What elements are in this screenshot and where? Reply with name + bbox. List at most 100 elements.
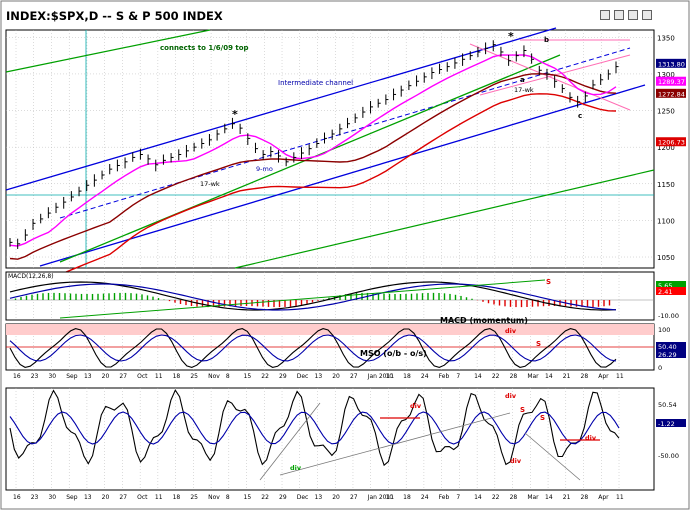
annotation-17wk-right: 17-wk [514,86,534,94]
top-connect-line [5,29,211,73]
x-tick-label: 20 [102,373,110,380]
x-tick-label: 23 [31,373,39,380]
green-trend-line [59,54,561,263]
osc-fast-line [9,389,620,467]
osc-div-line-2 [279,412,511,476]
annotation-div-label: div [510,457,522,465]
x-tick-label: 8 [226,373,230,380]
upper-channel-line [5,27,557,191]
price-label-text: 1289.37 [658,78,685,86]
price-ytick-label: 1250 [657,108,675,116]
x-tick-label-bottom: Oct [137,494,148,501]
x-tick-label-bottom: 11 [155,494,163,501]
x-tick-label-bottom: 18 [403,494,411,501]
x-tick-label: Jan 2011 [367,373,395,380]
osc-ytick-label: 50.54 [658,401,677,409]
mso-ytick-label: 0 [658,364,662,372]
restore-icon[interactable] [614,10,624,20]
ma-magenta-line [9,54,617,247]
x-tick-label-bottom: 27 [350,494,358,501]
x-tick-label-bottom: 21 [563,494,571,501]
price-label-box [656,88,686,98]
ma-17wk-line [9,73,617,260]
annotation-star-2: * [508,30,514,43]
annotation-label-c: c [578,112,582,120]
x-tick-label-bottom: 29 [279,494,287,501]
mso-overbought-band [6,324,654,335]
x-tick-label-bottom: 14 [545,494,553,501]
annotation-star-1: * [232,108,238,121]
price-ytick-label: 1200 [657,144,675,152]
x-tick-label-bottom: 18 [173,494,181,501]
x-tick-label: 16 [13,373,21,380]
x-tick-label: 18 [403,373,411,380]
window-title: INDEX:$SPX,D -- S & P 500 INDEX [6,9,223,23]
x-tick-label: Mar [527,373,539,380]
osc-frame [5,387,655,491]
x-tick-label-bottom: 20 [332,494,340,501]
osc-ytick-label: -1.22 [658,420,675,428]
x-tick-label: 21 [563,373,571,380]
x-tick-label-bottom: 14 [474,494,482,501]
annotation-s-label: S [536,340,541,348]
x-tick-label-bottom: 20 [102,494,110,501]
osc-div-line-1 [259,402,321,481]
x-tick-label-bottom: 15 [244,494,252,501]
annotation-div-label: div [290,464,302,472]
x-tick-label: 14 [474,373,482,380]
osc-slow-line [9,411,620,445]
annotation-channel: Intermediate channel [278,79,353,87]
macd-name-label: MACD(12,26,8) [8,273,54,280]
x-tick-label-bottom: Mar [527,494,539,501]
close-icon[interactable] [642,10,652,20]
x-tick-label: 28 [510,373,518,380]
annotation-s-label: S [540,414,545,422]
x-tick-label-bottom: Sep [66,494,78,501]
x-tick-label-bottom: 13 [84,494,92,501]
lower-channel-line [39,84,646,267]
x-tick-label-bottom: 11 [616,494,624,501]
macd-label-box [656,287,686,295]
maximize-icon[interactable] [628,10,638,20]
x-tick-label: Sep [66,373,78,380]
price-label-box [656,58,686,68]
x-tick-label-bottom: Dec [297,494,309,501]
x-tick-label: 13 [84,373,92,380]
minimize-icon[interactable] [600,10,610,20]
x-tick-label-bottom: 28 [581,494,589,501]
price-ytick-label: 1150 [657,181,675,189]
x-tick-label: 11 [616,373,624,380]
lower-green-line [234,169,655,269]
mso-label-box [656,350,686,358]
pink-fan-line-1 [469,43,631,111]
x-tick-label-bottom: 25 [190,494,198,501]
x-tick-label: 13 [315,373,323,380]
x-tick-label: 18 [173,373,181,380]
x-tick-label: 10 [385,373,393,380]
x-tick-label: 27 [119,373,127,380]
annotation-div-label: div [585,434,597,442]
x-tick-label: 20 [332,373,340,380]
mso-ytick-label: 50.40 [658,343,677,351]
annotation-top-note: connects to 1/6/09 top [160,44,249,52]
x-tick-label: 11 [155,373,163,380]
macd-trend-line [59,279,546,319]
mso-label-box [656,342,686,350]
x-tick-label: 29 [279,373,287,380]
x-tick-label: 14 [545,373,553,380]
annotation-macd-title: MACD (momentum) [440,316,528,325]
mso-fast-line [9,328,617,368]
x-tick-label: Dec [297,373,309,380]
oscillator-panel: 16 23 30 Sep 13 20 27 Oct 11 18 25 Nov 8 15 22 29 Dec 13 2… [5,387,686,501]
macd-ytick-label: -10.00 [658,312,679,320]
x-tick-label: Apr [598,373,609,380]
price-label-text: 1206.73 [658,139,685,147]
macd-ytick-label: 5.65 [658,282,672,290]
mso-ytick-label: 26.29 [658,351,677,359]
annotation-div-label: div [505,327,517,335]
x-tick-label-bottom: Nov [208,494,220,501]
price-label-text: 1313.80 [658,60,685,68]
x-tick-label-bottom: 10 [385,494,393,501]
